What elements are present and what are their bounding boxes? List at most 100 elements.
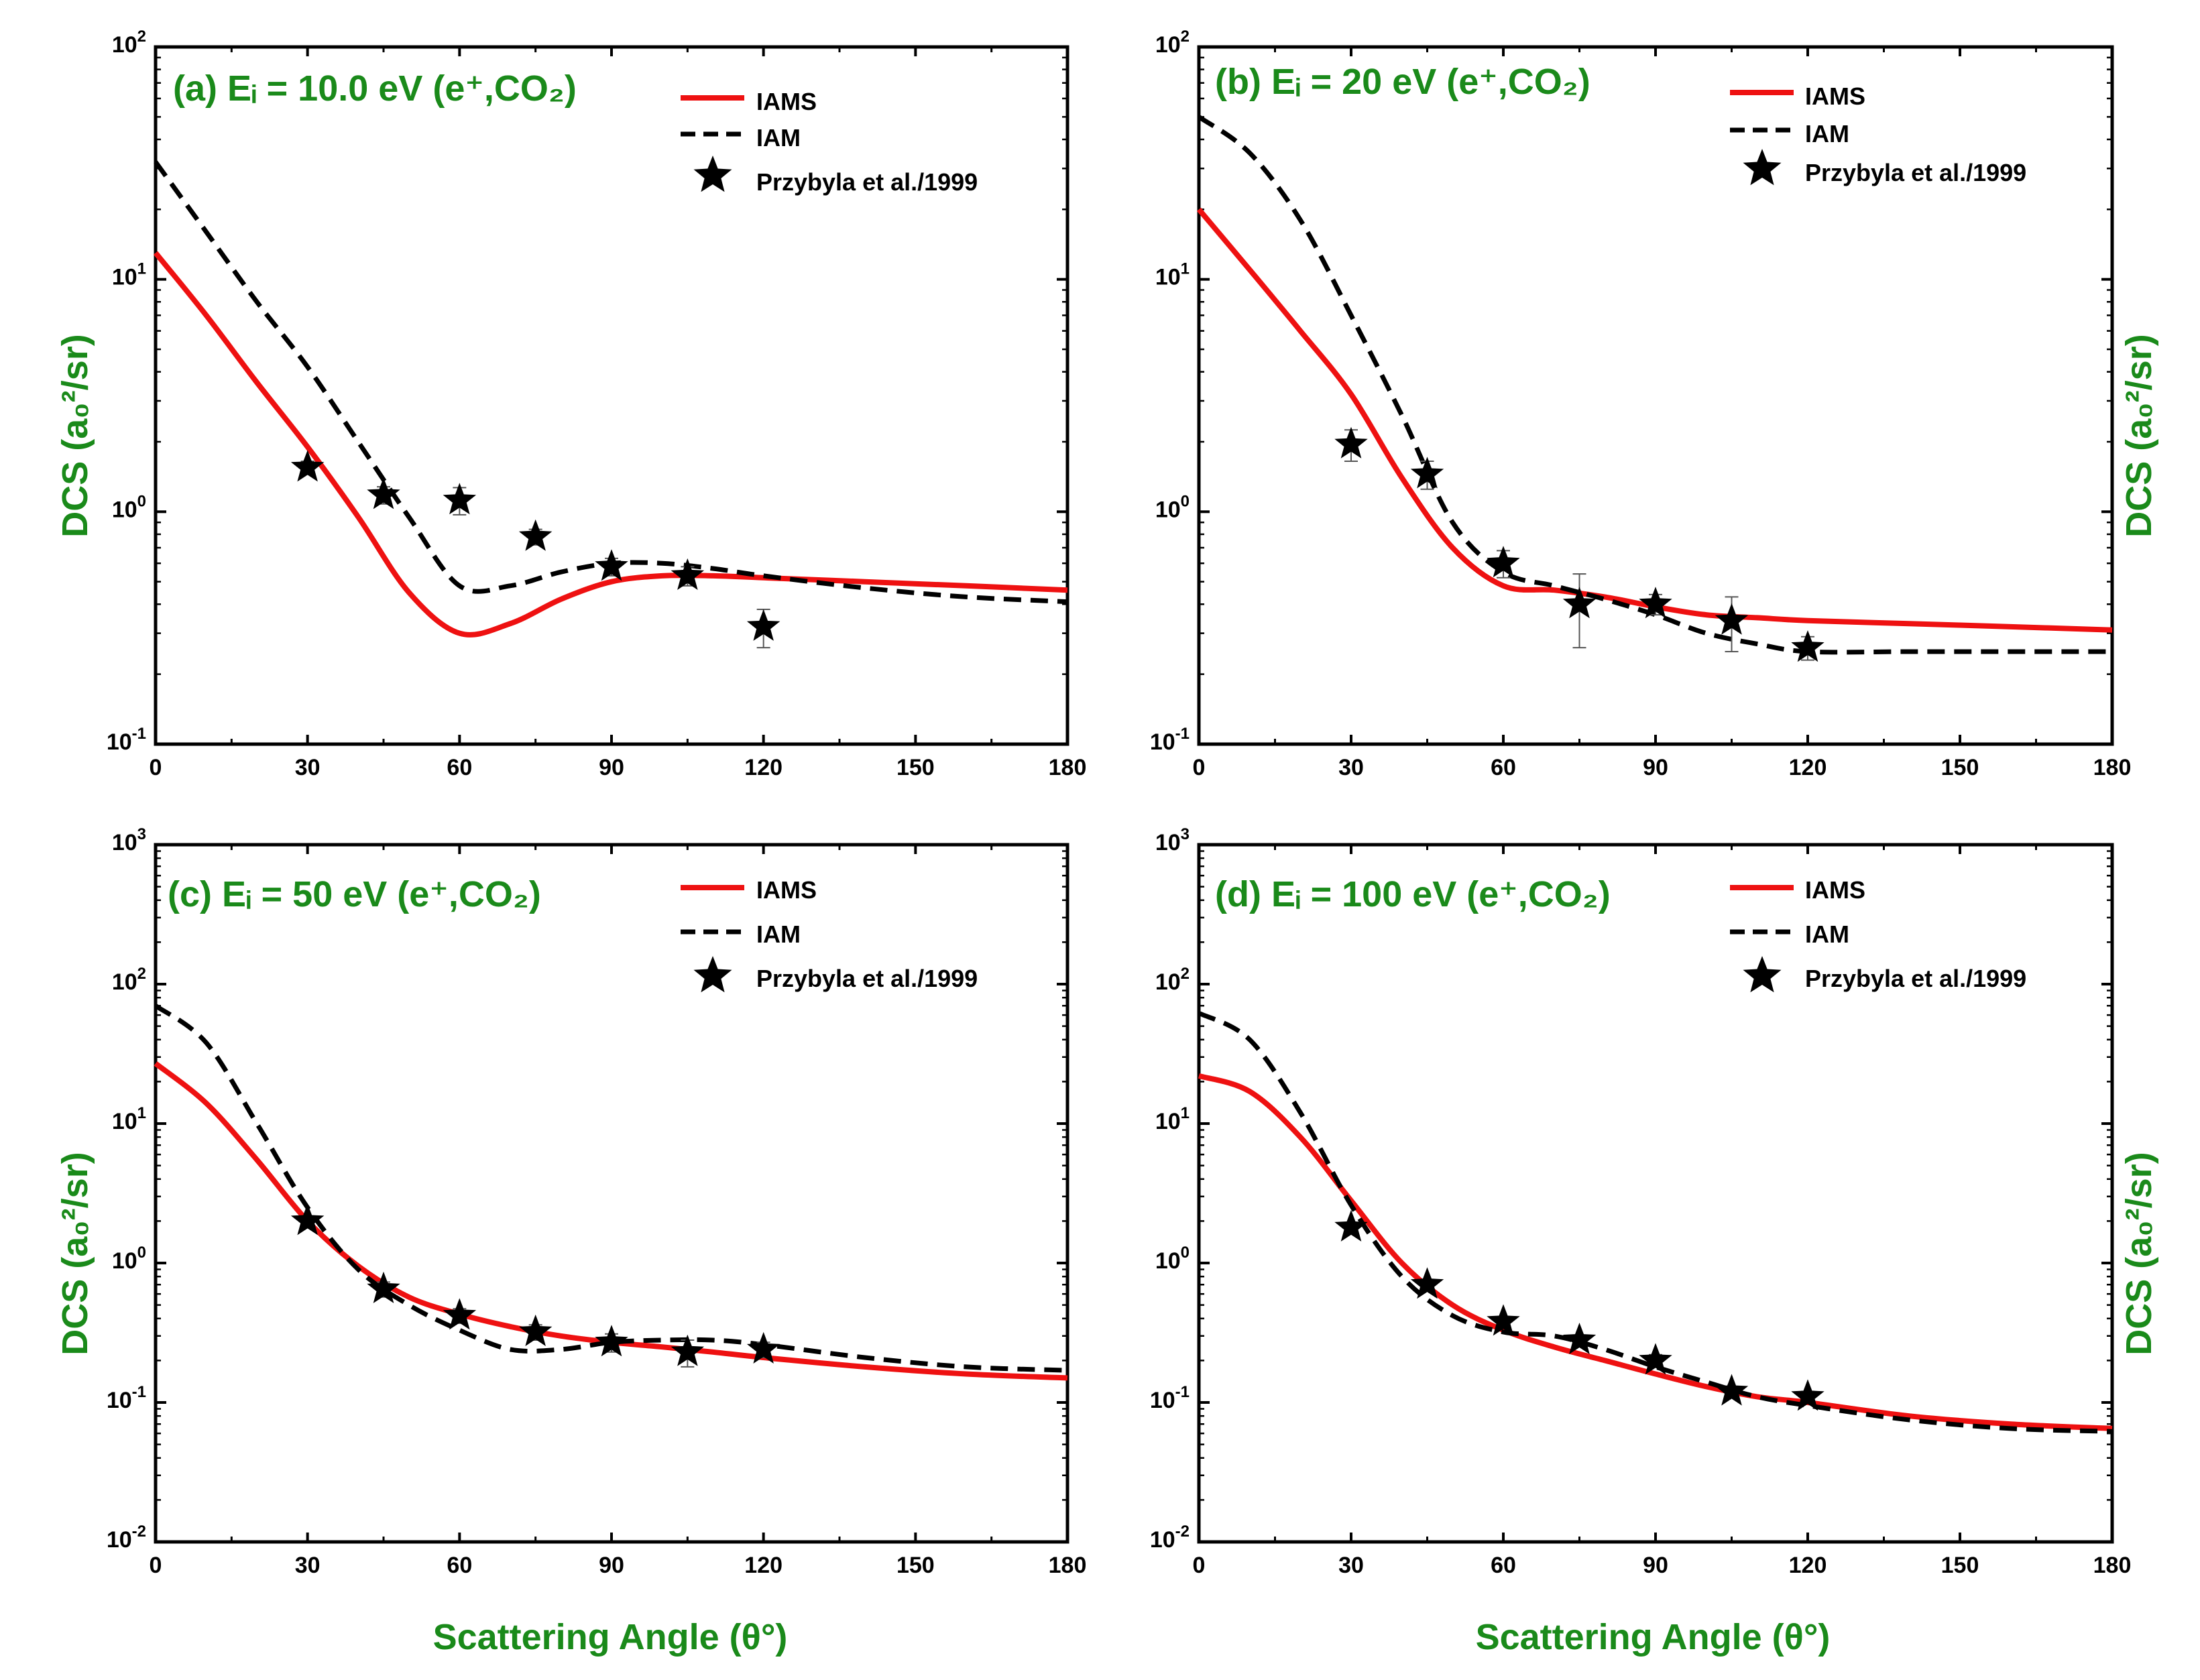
y-tick-label: 100 (112, 492, 146, 522)
y-tick-exponent: 1 (1181, 1104, 1190, 1122)
series-iams (153, 251, 1068, 638)
x-tick-label: 90 (1643, 1553, 1668, 1578)
y-tick-label: 101 (1155, 260, 1190, 290)
y-tick-label: 102 (1155, 27, 1190, 58)
legend-przybyla-label: Przybyla et al./1999 (1805, 965, 2026, 992)
y-tick-exponent: 2 (1181, 965, 1190, 983)
legend-star-icon (693, 956, 732, 993)
x-tick-label: 30 (295, 755, 321, 780)
series-iam (154, 160, 1068, 605)
data-point-star (290, 450, 325, 482)
x-tick-label: 60 (447, 1553, 472, 1578)
y-tick-exponent: 2 (137, 965, 146, 983)
y-tick-exponent: 1 (137, 260, 146, 278)
legend-iam-label: IAM (1805, 120, 1849, 147)
y-tick-exponent: 2 (1181, 27, 1190, 46)
y-tick-base: 10 (1155, 265, 1181, 290)
y-tick-base: 10 (112, 32, 137, 58)
data-point-star (1487, 1304, 1520, 1336)
y-tick-base: 10 (107, 1388, 132, 1413)
x-tick-label: 120 (744, 1553, 783, 1578)
y-tick-label: 10-1 (1150, 1383, 1190, 1413)
x-tick-label: 180 (2093, 755, 2132, 780)
data-point-star (1410, 457, 1444, 489)
panel-d-title: (d) Eᵢ = 100 eV (e⁺,CO₂) (1215, 874, 1611, 914)
y-tick-label: 10-1 (1150, 725, 1190, 755)
x-tick-label: 150 (1941, 1553, 1979, 1578)
series-iam (1198, 1011, 2113, 1434)
x-tick-label: 150 (896, 755, 935, 780)
legend-star-icon (693, 156, 732, 192)
data-point-star (1715, 1374, 1749, 1406)
y-tick-label: 102 (112, 27, 146, 58)
x-tick-label: 180 (2093, 1553, 2132, 1578)
y-tick-exponent: 1 (1181, 260, 1190, 278)
panel-b-title: (b) Eᵢ = 20 eV (e⁺,CO₂) (1215, 62, 1590, 102)
data-point-star (671, 1334, 705, 1366)
panel-c-legend: IAMS IAM Przybyla et al./1999 (681, 876, 978, 993)
series-line (1198, 1073, 2113, 1431)
y-tick-label: 100 (1155, 1244, 1190, 1274)
y-tick-base: 10 (112, 1248, 137, 1274)
data-point-star (367, 477, 400, 509)
y-tick-exponent: 3 (1181, 825, 1190, 843)
x-tick-label: 60 (1491, 1553, 1516, 1578)
legend-star-icon (1743, 149, 1782, 186)
legend-iam-label: IAM (756, 920, 801, 948)
y-tick-label: 101 (112, 260, 146, 290)
series-iams (1198, 1073, 2113, 1431)
y-tick-label: 10-1 (107, 725, 146, 755)
y-tick-exponent: 0 (137, 492, 146, 510)
y-tick-base: 10 (1155, 969, 1181, 995)
y-tick-base: 10 (1155, 1109, 1181, 1134)
data-point-star (1639, 587, 1672, 619)
x-tick-label: 30 (1338, 755, 1364, 780)
series-iam (154, 1004, 1068, 1373)
x-tick-label: 0 (1193, 755, 1206, 780)
panel-c-title: (c) Eᵢ = 50 eV (e⁺,CO₂) (168, 874, 541, 914)
legend-star-icon (1743, 956, 1782, 993)
y-tick-exponent: -1 (132, 725, 146, 743)
y-tick-base: 10 (112, 969, 137, 995)
legend-przybyla-label: Przybyla et al./1999 (756, 965, 978, 992)
y-tick-exponent: 0 (1181, 1244, 1190, 1262)
y-tick-exponent: 3 (137, 825, 146, 843)
x-tick-label: 180 (1049, 1553, 1087, 1578)
y-tick-exponent: -2 (132, 1522, 146, 1541)
data-point-star (595, 549, 628, 581)
data-point-star (1562, 1323, 1597, 1354)
y-tick-exponent: 0 (1181, 492, 1190, 510)
legend-iams-label: IAMS (1805, 82, 1865, 110)
x-tick-label: 150 (1941, 755, 1979, 780)
series-line (154, 160, 1068, 605)
legend-iams-label: IAMS (756, 876, 817, 904)
x-tick-label: 90 (1643, 755, 1668, 780)
y-tick-label: 100 (1155, 492, 1190, 522)
x-axis-title-c: Scattering Angle (θ°) (433, 1617, 788, 1657)
panel-a-title: (a) Eᵢ = 10.0 eV (e⁺,CO₂) (173, 68, 577, 109)
series-przybyla-et-al-1999 (1334, 1209, 1825, 1411)
y-tick-base: 10 (1155, 1248, 1181, 1274)
series-line (154, 1004, 1068, 1373)
y-tick-base: 10 (107, 1527, 132, 1553)
y-tick-label: 102 (1155, 965, 1190, 995)
y-tick-exponent: 1 (137, 1104, 146, 1122)
data-point-star (518, 519, 553, 551)
series-iam (1197, 115, 2112, 655)
x-tick-label: 60 (1491, 755, 1516, 780)
y-tick-base: 10 (112, 1109, 137, 1134)
y-tick-base: 10 (1150, 729, 1175, 755)
data-point-star (518, 1314, 553, 1346)
x-tick-label: 90 (599, 1553, 624, 1578)
y-tick-base: 10 (112, 830, 137, 855)
legend-przybyla-label: Przybyla et al./1999 (756, 168, 978, 196)
y-tick-label: 10-1 (107, 1383, 146, 1413)
series-line (1198, 1011, 2113, 1434)
x-tick-label: 30 (1338, 1553, 1364, 1578)
data-point-star (1639, 1343, 1672, 1375)
